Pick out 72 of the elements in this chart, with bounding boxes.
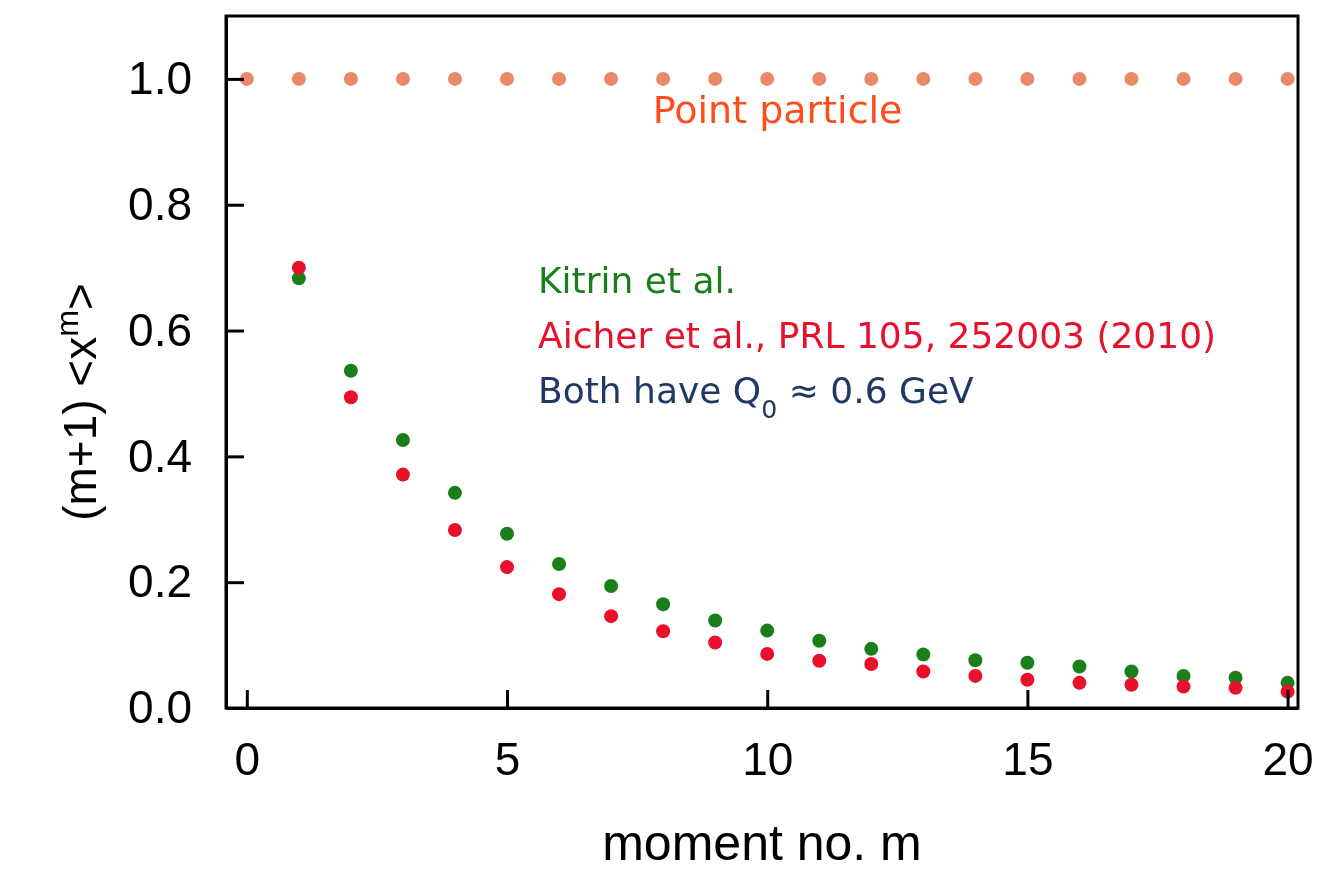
point [812,71,827,86]
point [1020,655,1035,670]
point [968,653,983,668]
point [1124,664,1139,679]
point [1072,71,1087,86]
point [968,71,983,86]
point [343,363,358,378]
point [1176,679,1191,694]
point [916,71,931,86]
point [500,560,515,575]
point [447,522,462,537]
point [1228,680,1243,695]
point [760,646,775,661]
point [1228,71,1243,86]
point [500,71,515,86]
point [343,71,358,86]
y-tick-label: 0.6 [128,303,192,356]
y-tick-label: 1.0 [128,52,192,105]
x-tick-label: 0 [234,732,261,785]
point [500,526,515,541]
point [864,656,879,671]
point [395,467,410,482]
point [1124,71,1139,86]
point [1176,71,1191,86]
point [708,635,723,650]
point [1072,659,1087,674]
point [708,71,723,86]
point [291,260,306,275]
point [343,390,358,405]
x-tick-label: 20 [1262,732,1314,785]
y-tick-label: 0.2 [128,555,192,608]
point [395,71,410,86]
point [812,653,827,668]
point [656,624,671,639]
point [395,433,410,448]
y-tick-label: 0.8 [128,177,192,230]
point [864,71,879,86]
x-tick-label: 15 [1002,732,1054,785]
point [604,71,619,86]
point [760,623,775,638]
point [968,668,983,683]
point [656,71,671,86]
point [1072,675,1087,690]
point [656,597,671,612]
point [1020,672,1035,687]
point [812,633,827,648]
point [1124,677,1139,692]
point [1020,71,1035,86]
point [708,613,723,628]
point [447,485,462,500]
point [239,71,254,86]
point [1280,71,1295,86]
x-tick-label: 10 [742,732,794,785]
series-label: Point particle [652,87,903,132]
text: Aicher et al., PRL 105, 252003 (2010) [538,315,1217,356]
y-tick-label: 0.4 [128,429,192,482]
x-axis-title: moment no. m [602,815,922,871]
point [291,71,306,86]
y-tick-label: 0.0 [128,681,192,734]
point [552,71,567,86]
point [916,664,931,679]
point [760,71,775,86]
text: Kitrin et al. [538,260,736,301]
point [864,641,879,656]
point [552,556,567,571]
annotation: Both have Q$_{0}$ ≈ 0.6 GeV [538,370,975,424]
point [447,71,462,86]
point [604,609,619,624]
point [916,647,931,662]
point [552,587,567,602]
x-tick-label: 5 [494,732,521,785]
point [604,578,619,593]
